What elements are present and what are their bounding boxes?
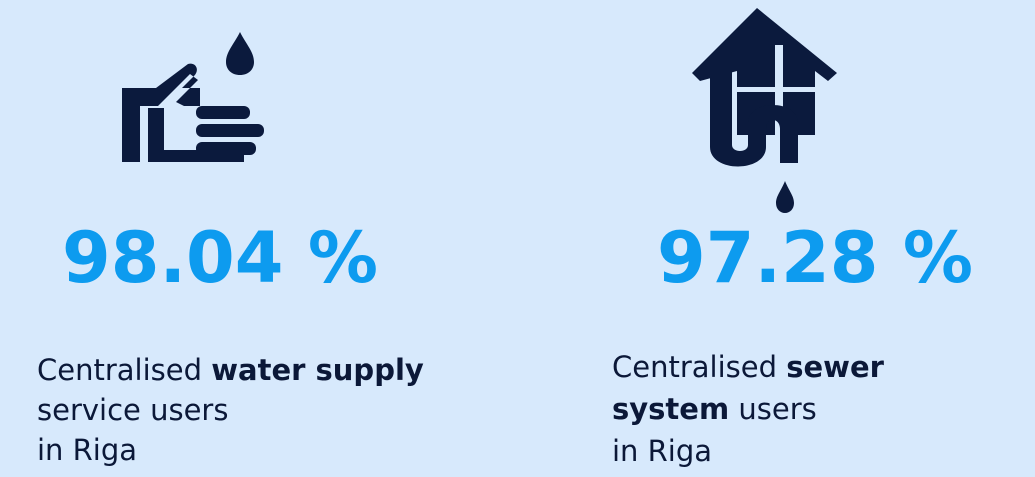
hand-icon: [122, 32, 264, 162]
text-segment: sewer: [786, 350, 884, 384]
description-line: Centralised sewer: [612, 346, 884, 388]
house-pipe-icon: [692, 8, 837, 213]
text-segment: Centralised: [37, 353, 212, 387]
description-line: service users: [37, 390, 424, 430]
text-segment: system: [612, 392, 730, 426]
stat-description: Centralised sewer system users in Riga: [612, 346, 884, 472]
text-segment: in Riga: [612, 434, 713, 468]
description-line: in Riga: [37, 430, 424, 470]
description-line: system users: [612, 388, 884, 430]
text-segment: water supply: [211, 353, 424, 387]
stat-description: Centralised water supply service users in …: [37, 350, 424, 470]
text-segment: Centralised: [612, 350, 787, 384]
text-segment: users: [729, 392, 817, 426]
stat-value: 97.28 %: [657, 217, 973, 299]
text-segment: service users: [37, 393, 229, 427]
description-line: Centralised water supply: [37, 350, 424, 390]
stat-value: 98.04 %: [62, 217, 378, 299]
description-line: in Riga: [612, 430, 884, 472]
text-segment: in Riga: [37, 433, 138, 467]
